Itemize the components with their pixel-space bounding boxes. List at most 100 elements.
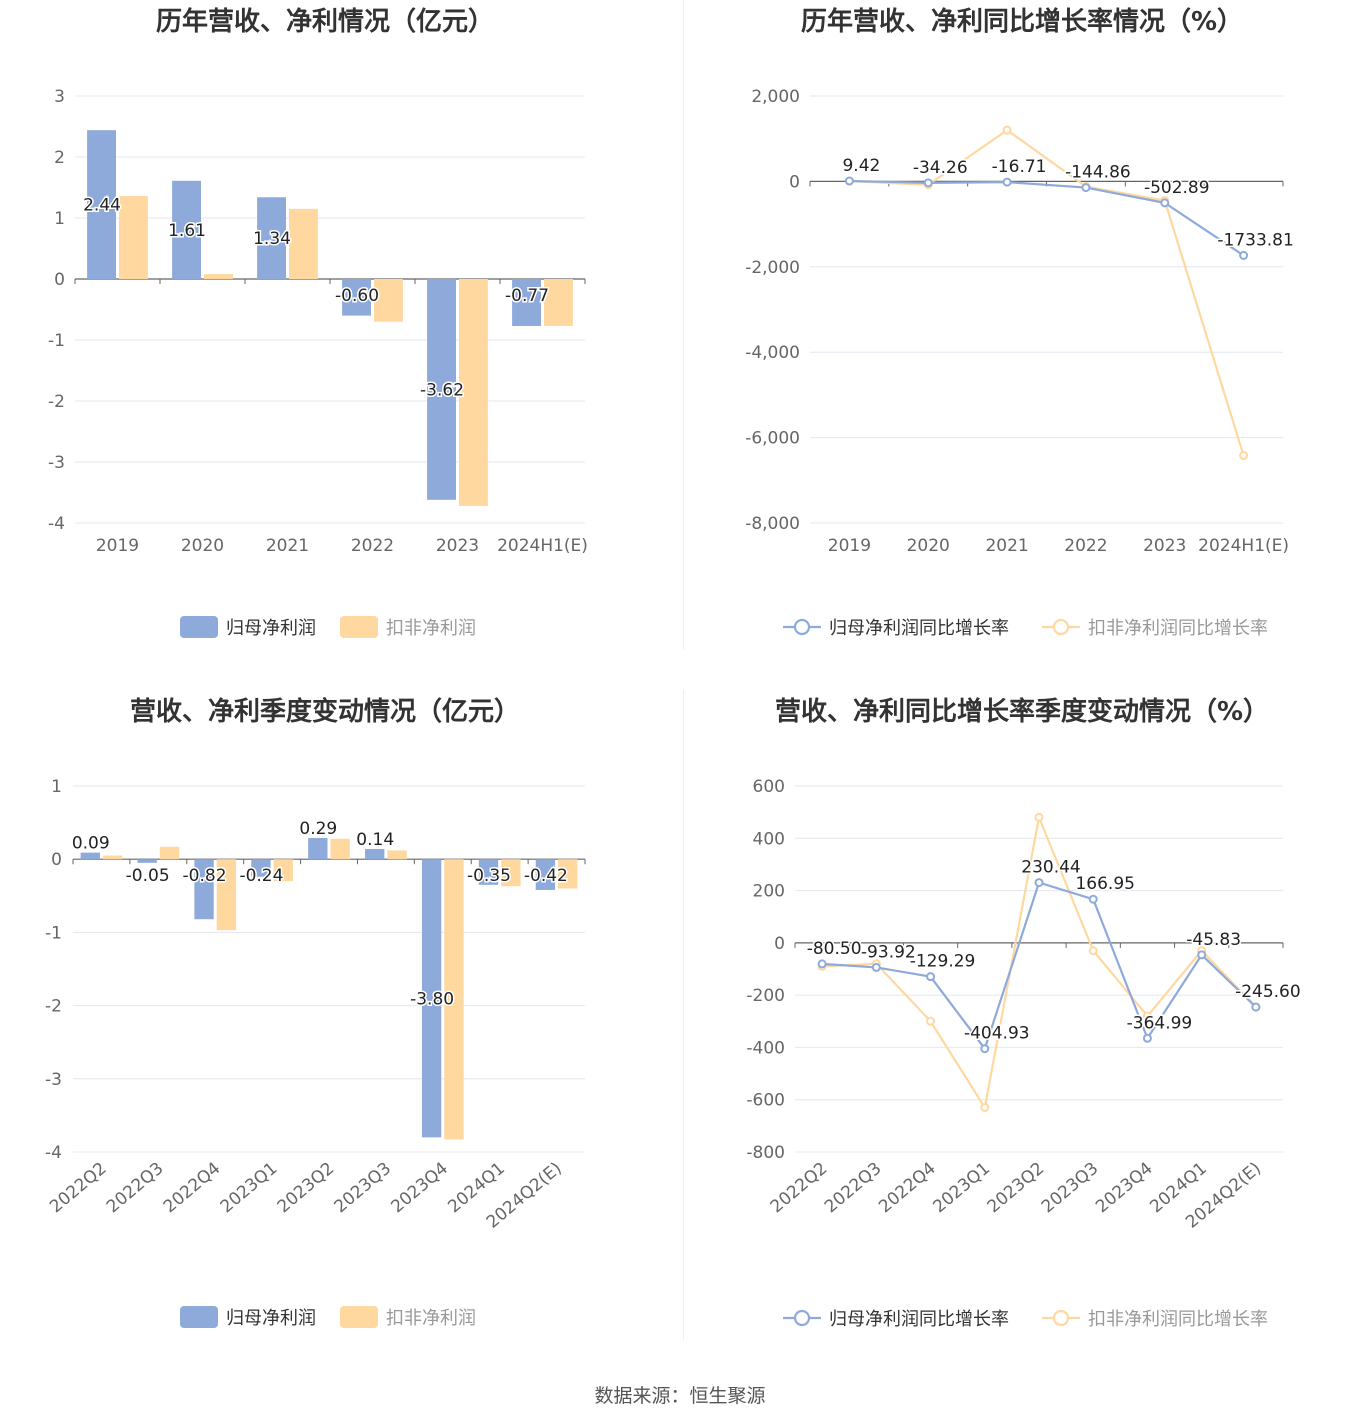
point-guimu-growth [923, 178, 933, 188]
quarterly-profit-svg: 营收、净利季度变动情况（亿元）10-1-2-3-42022Q22022Q3202… [45, 696, 586, 1329]
chart-title: 历年营收、净利情况（亿元） [156, 6, 494, 37]
bar-koufei-net-profit [387, 850, 407, 860]
bar-guimu-net-profit [251, 859, 271, 877]
x-tick-label: 2020 [907, 536, 950, 556]
data-label: -16.71 [992, 157, 1047, 177]
bar-guimu-net-profit [80, 852, 100, 860]
y-tick-label: -3 [48, 453, 65, 473]
data-label: -34.26 [913, 158, 968, 178]
data-label: -0.82 [183, 866, 227, 886]
data-label: -0.24 [239, 866, 283, 886]
data-label: 230.44 [1021, 858, 1080, 878]
y-tick-label: 0 [54, 270, 65, 290]
point-koufei-growth [926, 1016, 936, 1026]
x-tick-label: 2022Q4 [160, 1159, 225, 1218]
data-label: -1733.81 [1217, 230, 1293, 250]
data-source-note: 数据来源：恒生聚源 [594, 1385, 766, 1407]
data-label: -93.92 [861, 942, 916, 962]
data-label: -0.35 [467, 866, 511, 886]
bar-guimu-net-profit [308, 837, 328, 860]
legend-swatch [180, 1306, 218, 1328]
legend-label: 扣非净利润同比增长率 [1088, 618, 1268, 639]
bar-koufei-net-profit [159, 846, 180, 860]
y-tick-label: 1 [54, 209, 65, 229]
point-guimu-growth [1142, 1033, 1152, 1043]
y-tick-label: -4 [45, 1143, 62, 1163]
data-label: -502.89 [1144, 178, 1210, 198]
point-guimu-growth [926, 972, 936, 982]
legend-swatch [340, 616, 378, 638]
bar-guimu-net-profit [172, 180, 201, 279]
x-tick-label: 2023Q1 [929, 1159, 994, 1218]
data-label: 1.34 [253, 229, 291, 249]
y-tick-label: 3 [54, 87, 65, 107]
x-tick-label: 2021 [266, 536, 309, 556]
data-label: 9.42 [842, 156, 880, 176]
point-guimu-growth [817, 959, 827, 969]
data-label: -129.29 [910, 952, 976, 972]
x-tick-label: 2021 [985, 536, 1028, 556]
data-label: -0.42 [524, 866, 568, 886]
quarterly-growth-chart: 营收、净利同比增长率季度变动情况（%） 600 400 200 0 -200 -400 -60… [680, 690, 1360, 1380]
bar-koufei-net-profit [544, 279, 573, 326]
y-tick-label: 2 [54, 148, 65, 168]
legend-swatch [340, 1306, 378, 1328]
point-guimu-growth [1002, 177, 1012, 187]
legend-marker [793, 1309, 811, 1327]
x-tick-label: 2023Q3 [331, 1159, 396, 1218]
x-tick-label: 2023 [1143, 536, 1186, 556]
y-tick-label: -600 [746, 1091, 785, 1111]
y-tick-label: 400 [753, 829, 785, 849]
bar-guimu-net-profit [342, 279, 371, 316]
x-tick-label: 2022 [1064, 536, 1107, 556]
panel-divider-top [683, 0, 684, 650]
y-tick-label: -4 [48, 514, 65, 534]
bar-guimu-net-profit [87, 130, 116, 279]
x-tick-label: 2023Q3 [1038, 1159, 1103, 1218]
legend-marker [1052, 618, 1070, 636]
annual-profit-chart: 历年营收、净利情况（亿元） 3 2 1 0 -1 -2 -3 -4 2019 2020 2021 202… [0, 0, 680, 690]
point-koufei-growth [980, 1103, 990, 1113]
quarterly-profit-chart: 营收、净利季度变动情况（亿元） 1 0 -1 -2 -3 -4 2022Q2 2022Q3 202… [0, 690, 680, 1380]
bar-guimu-net-profit [535, 859, 556, 890]
x-tick-label: 2022Q3 [103, 1159, 168, 1218]
data-label: -245.60 [1235, 982, 1301, 1002]
legend-marker [793, 618, 811, 636]
bar-guimu-net-profit [194, 859, 214, 920]
x-tick-label: 2023Q2 [274, 1159, 339, 1218]
y-tick-label: -4,000 [745, 343, 800, 363]
chart-title: 历年营收、净利同比增长率情况（%） [801, 6, 1243, 37]
data-label: -3.62 [420, 380, 464, 400]
y-tick-label: -1 [45, 923, 62, 943]
legend-label: 归母净利润 [226, 1308, 316, 1329]
data-label: -80.50 [807, 939, 862, 959]
y-tick-label: 600 [753, 777, 785, 797]
annual-growth-chart: 历年营收、净利同比增长率情况（%） 2,000 0 -2,000 -4,000 -6,00… [680, 0, 1360, 690]
point-guimu-growth [1197, 950, 1207, 960]
x-tick-label: 2023Q4 [387, 1159, 452, 1218]
legend-label: 归母净利润 [226, 618, 316, 639]
data-label: -364.99 [1127, 1013, 1193, 1033]
x-tick-label: 2019 [828, 536, 871, 556]
bar-koufei-net-profit [216, 859, 237, 931]
x-tick-label: 2019 [96, 536, 139, 556]
data-label: -144.86 [1065, 163, 1131, 183]
y-tick-label: -400 [746, 1038, 785, 1058]
panel-divider-bottom [683, 690, 684, 1340]
y-tick-label: -8,000 [745, 514, 800, 534]
bar-koufei-net-profit [102, 855, 123, 860]
point-koufei-growth [1239, 451, 1249, 461]
bar-koufei-net-profit [119, 196, 148, 279]
y-tick-label: -6,000 [745, 429, 800, 449]
legend-label: 归母净利润同比增长率 [829, 618, 1009, 639]
y-tick-label: -2 [45, 997, 62, 1017]
x-tick-label: 2022 [351, 536, 394, 556]
x-tick-label: 2022Q4 [875, 1159, 940, 1218]
legend-label: 扣非净利润 [386, 1308, 476, 1329]
point-guimu-growth [980, 1044, 990, 1054]
chart-title: 营收、净利同比增长率季度变动情况（%） [775, 696, 1269, 727]
y-tick-label: 1 [51, 777, 62, 797]
data-label: -404.93 [964, 1024, 1030, 1044]
data-label: -45.83 [1186, 930, 1241, 950]
point-guimu-growth [1251, 1002, 1261, 1012]
